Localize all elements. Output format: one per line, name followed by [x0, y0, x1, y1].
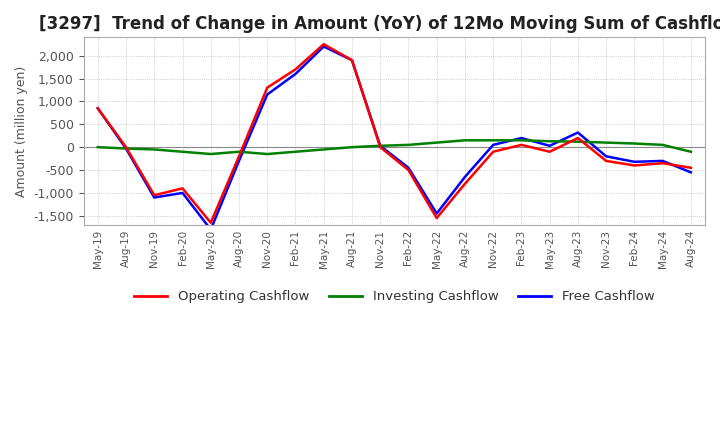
Operating Cashflow	[122, 144, 130, 150]
Free Cashflow	[348, 58, 356, 63]
Investing Cashflow	[263, 151, 271, 157]
Free Cashflow	[320, 44, 328, 49]
Operating Cashflow	[404, 167, 413, 172]
Legend: Operating Cashflow, Investing Cashflow, Free Cashflow: Operating Cashflow, Investing Cashflow, …	[129, 285, 660, 308]
Operating Cashflow	[687, 165, 696, 170]
Free Cashflow	[207, 227, 215, 232]
Operating Cashflow	[545, 149, 554, 154]
Free Cashflow	[291, 71, 300, 77]
Operating Cashflow	[517, 142, 526, 147]
Free Cashflow	[489, 142, 498, 147]
Investing Cashflow	[517, 138, 526, 143]
Investing Cashflow	[545, 139, 554, 144]
Free Cashflow	[461, 174, 469, 180]
Free Cashflow	[122, 146, 130, 151]
Operating Cashflow	[207, 220, 215, 225]
Y-axis label: Amount (million yen): Amount (million yen)	[15, 66, 28, 197]
Investing Cashflow	[235, 149, 243, 154]
Free Cashflow	[574, 130, 582, 135]
Free Cashflow	[517, 136, 526, 141]
Free Cashflow	[630, 159, 639, 165]
Investing Cashflow	[94, 144, 102, 150]
Investing Cashflow	[122, 146, 130, 151]
Operating Cashflow	[376, 144, 384, 150]
Operating Cashflow	[602, 158, 611, 164]
Free Cashflow	[235, 158, 243, 164]
Free Cashflow	[263, 92, 271, 97]
Investing Cashflow	[630, 141, 639, 146]
Free Cashflow	[545, 143, 554, 148]
Investing Cashflow	[150, 147, 158, 152]
Title: [3297]  Trend of Change in Amount (YoY) of 12Mo Moving Sum of Cashflows: [3297] Trend of Change in Amount (YoY) o…	[39, 15, 720, 33]
Operating Cashflow	[94, 106, 102, 111]
Operating Cashflow	[433, 216, 441, 221]
Operating Cashflow	[320, 41, 328, 47]
Investing Cashflow	[658, 142, 667, 147]
Operating Cashflow	[348, 58, 356, 63]
Operating Cashflow	[150, 193, 158, 198]
Investing Cashflow	[178, 149, 186, 154]
Free Cashflow	[178, 190, 186, 195]
Line: Investing Cashflow: Investing Cashflow	[98, 140, 691, 154]
Investing Cashflow	[461, 138, 469, 143]
Free Cashflow	[687, 170, 696, 175]
Line: Operating Cashflow: Operating Cashflow	[98, 44, 691, 223]
Operating Cashflow	[235, 154, 243, 159]
Investing Cashflow	[320, 147, 328, 152]
Investing Cashflow	[348, 144, 356, 150]
Free Cashflow	[602, 154, 611, 159]
Investing Cashflow	[291, 149, 300, 154]
Operating Cashflow	[291, 67, 300, 72]
Line: Free Cashflow: Free Cashflow	[98, 47, 691, 230]
Investing Cashflow	[574, 139, 582, 144]
Free Cashflow	[404, 165, 413, 170]
Investing Cashflow	[489, 138, 498, 143]
Operating Cashflow	[574, 136, 582, 141]
Investing Cashflow	[602, 140, 611, 145]
Operating Cashflow	[178, 186, 186, 191]
Free Cashflow	[150, 195, 158, 200]
Operating Cashflow	[630, 163, 639, 168]
Operating Cashflow	[489, 149, 498, 154]
Operating Cashflow	[461, 181, 469, 187]
Operating Cashflow	[658, 161, 667, 166]
Investing Cashflow	[404, 142, 413, 147]
Investing Cashflow	[687, 149, 696, 154]
Free Cashflow	[658, 158, 667, 164]
Operating Cashflow	[263, 85, 271, 90]
Free Cashflow	[376, 143, 384, 148]
Free Cashflow	[433, 211, 441, 216]
Investing Cashflow	[376, 143, 384, 148]
Investing Cashflow	[433, 140, 441, 145]
Investing Cashflow	[207, 151, 215, 157]
Free Cashflow	[94, 106, 102, 111]
